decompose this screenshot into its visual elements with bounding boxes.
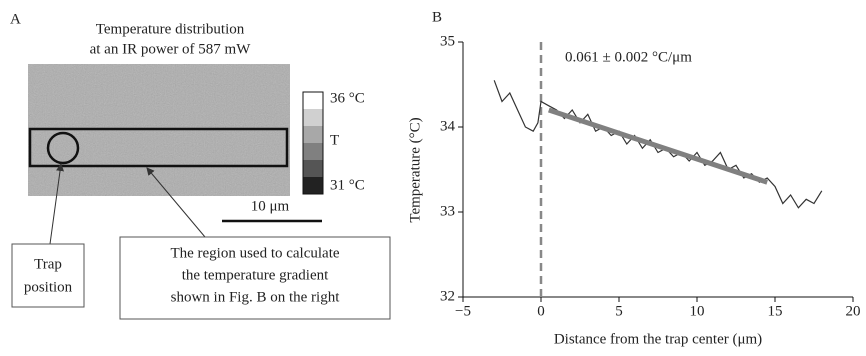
panel-label: A [10,11,21,27]
annotation: 0.061 ± 0.002 °C/μm [565,49,692,65]
image-title: at an IR power of 587 mW [90,41,252,57]
y-tick-label: 34 [440,118,456,134]
y-axis-label: Temperature (°C) [407,117,423,222]
x-tick-label: 5 [615,303,623,319]
region-label: shown in Fig. B on the right [171,289,341,305]
trap-box [12,244,84,307]
panel-a: A Temperature distribution at an IR powe… [10,11,390,319]
data-line [549,110,767,182]
trap-label: Trap [34,256,62,272]
colorbar-label: 36 °C [330,90,365,106]
colorbar-label: 31 °C [330,177,365,193]
colorbar [303,92,323,194]
x-tick-label: −5 [455,303,471,319]
y-tick-label: 33 [440,203,455,219]
region-label: the temperature gradient [182,267,329,283]
scale-bar-label: 10 μm [251,198,290,214]
region-label: The region used to calculate [170,245,339,261]
image-title: Temperature distribution [96,21,245,37]
trap-label: position [24,279,73,295]
x-tick-label: 10 [690,303,705,319]
y-tick-label: 32 [440,288,455,304]
panel-b: B 0.061 ± 0.002 °C/μm Distance from the … [407,9,860,347]
x-axis-label: Distance from the trap center (μm) [554,331,762,347]
x-tick-label: 15 [768,303,783,319]
figure: A Temperature distribution at an IR powe… [0,0,866,351]
x-tick-label: 0 [537,303,545,319]
colorbar-label: T [330,132,339,148]
x-tick-label: 20 [846,303,861,319]
panel-label: B [432,9,442,25]
y-tick-label: 35 [440,33,455,49]
